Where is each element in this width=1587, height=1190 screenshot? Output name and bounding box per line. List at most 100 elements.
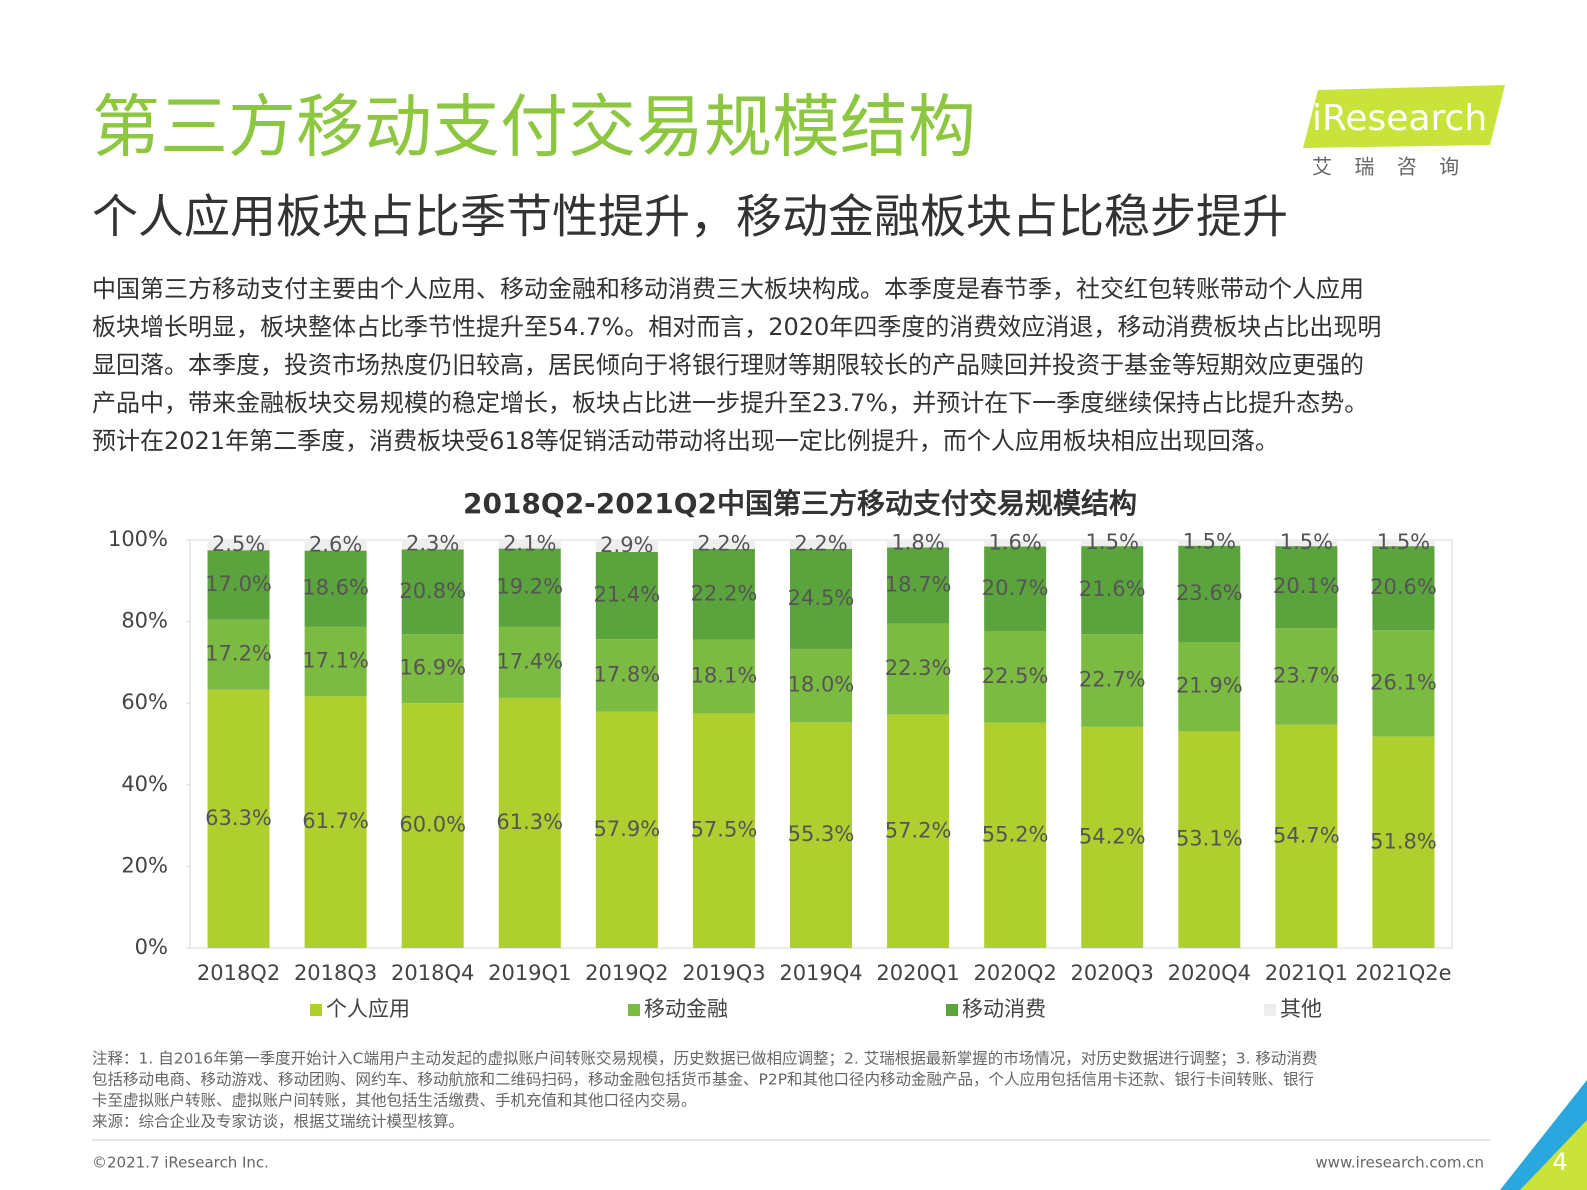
value-label: 18.1% xyxy=(691,663,758,687)
value-label: 2.2% xyxy=(697,531,750,555)
chart-title: 2018Q2-2021Q2中国第三方移动支付交易规模结构 xyxy=(463,487,1137,520)
value-label: 1.5% xyxy=(1377,530,1430,554)
bar-segment xyxy=(984,630,1047,723)
bar-segment xyxy=(401,634,464,704)
bar-segment xyxy=(1178,642,1241,732)
bar-segment xyxy=(401,540,464,550)
bar-segment xyxy=(984,546,1047,631)
x-tick-label: 2021Q2e xyxy=(1355,961,1451,985)
bar-segment xyxy=(1275,724,1338,948)
bar-segment xyxy=(207,540,270,551)
value-label: 21.4% xyxy=(593,582,660,606)
note-line: 包括移动电商、移动游戏、移动团购、网约车、移动航旅和二维码扫码，移动金融包括货币… xyxy=(92,1070,1314,1089)
value-label: 22.2% xyxy=(691,581,758,605)
value-label: 22.7% xyxy=(1079,668,1146,692)
bar-segment xyxy=(207,550,270,620)
bar-segment xyxy=(498,697,561,948)
bar-segment xyxy=(692,639,755,714)
value-label: 22.3% xyxy=(885,656,952,680)
value-label: 20.6% xyxy=(1370,575,1437,599)
bar-segment xyxy=(304,626,367,697)
value-label: 21.9% xyxy=(1176,674,1243,698)
bar-segment xyxy=(887,623,950,715)
x-tick-label: 2019Q1 xyxy=(488,961,571,985)
value-label: 57.9% xyxy=(593,817,660,841)
bar-segment xyxy=(1372,736,1435,948)
value-label: 17.1% xyxy=(302,648,369,672)
bar-segment xyxy=(790,548,852,649)
value-label: 26.1% xyxy=(1370,670,1437,694)
value-label: 18.6% xyxy=(302,576,369,600)
value-label: 55.2% xyxy=(982,822,1049,846)
legend-label: 移动金融 xyxy=(644,997,728,1021)
value-label: 63.3% xyxy=(205,806,272,830)
value-label: 20.1% xyxy=(1273,574,1340,598)
value-label: 23.7% xyxy=(1273,663,1340,687)
bar-segment xyxy=(887,540,950,548)
bar-segment xyxy=(1372,540,1435,547)
value-label: 16.9% xyxy=(399,656,466,680)
x-tick-label: 2021Q1 xyxy=(1265,961,1348,985)
x-tick-label: 2020Q1 xyxy=(876,961,959,985)
note-line: 注释：1. 自2016年第一季度开始计入C端用户主动发起的虚拟账户间转账交易规模… xyxy=(92,1049,1317,1068)
value-label: 20.8% xyxy=(399,579,466,603)
value-label: 54.7% xyxy=(1273,823,1340,847)
value-label: 2.3% xyxy=(406,532,459,556)
corner-green xyxy=(1520,1120,1587,1190)
copyright: ©2021.7 iResearch Inc. xyxy=(92,1154,269,1172)
bar-segment xyxy=(401,549,464,635)
value-label: 17.8% xyxy=(593,662,660,686)
bar-segment xyxy=(1178,545,1241,642)
value-label: 18.7% xyxy=(885,572,952,596)
legend-swatch xyxy=(628,1004,640,1016)
bar-segment xyxy=(498,548,561,627)
value-label: 17.0% xyxy=(205,572,272,596)
page-title: 第三方移动支付交易规模结构 xyxy=(92,89,976,168)
value-label: 1.8% xyxy=(891,531,944,555)
value-label: 24.5% xyxy=(788,586,855,610)
value-label: 17.2% xyxy=(205,642,272,666)
value-label: 1.5% xyxy=(1280,530,1333,554)
bar-segment xyxy=(207,619,270,690)
value-label: 22.5% xyxy=(982,664,1049,688)
value-label: 55.3% xyxy=(788,822,855,846)
bar-segment xyxy=(595,540,658,552)
value-label: 57.2% xyxy=(885,818,952,842)
value-label: 53.1% xyxy=(1176,827,1243,851)
legend-label: 其他 xyxy=(1280,997,1322,1021)
legend-label: 移动消费 xyxy=(962,997,1046,1021)
bar-segment xyxy=(498,540,561,549)
value-label: 1.6% xyxy=(988,530,1041,554)
note-line: 来源：综合企业及专家访谈，根据艾瑞统计模型核算。 xyxy=(92,1112,464,1131)
value-label: 57.5% xyxy=(691,818,758,842)
value-label: 60.0% xyxy=(399,813,466,837)
x-tick-label: 2019Q4 xyxy=(779,961,862,985)
y-tick-label: 20% xyxy=(121,853,168,877)
bar-segment xyxy=(984,540,1047,547)
bar-segment xyxy=(1081,540,1144,547)
legend-swatch xyxy=(946,1004,958,1016)
x-tick-label: 2019Q3 xyxy=(682,961,765,985)
value-label: 2.2% xyxy=(794,531,847,555)
x-tick-label: 2020Q4 xyxy=(1168,961,1251,985)
y-tick-label: 40% xyxy=(121,772,168,796)
bar-segment xyxy=(790,540,852,549)
value-label: 2.9% xyxy=(600,533,653,557)
bar-segment xyxy=(1081,546,1144,635)
bar-segment xyxy=(692,548,755,640)
value-label: 17.4% xyxy=(496,649,563,673)
value-label: 2.1% xyxy=(503,531,556,555)
bar-segment xyxy=(984,722,1047,948)
y-tick-label: 100% xyxy=(108,527,168,551)
value-label: 21.6% xyxy=(1079,577,1146,601)
body-line: 显回落。本季度，投资市场热度仍旧较高，居民倾向于将银行理财等期限较长的产品赎回并… xyxy=(92,351,1364,379)
bar-segment xyxy=(1372,546,1435,631)
value-label: 1.5% xyxy=(1086,530,1139,554)
body-line: 板块增长明显，板块整体占比季节性提升至54.7%。相对而言，2020年四季度的消… xyxy=(92,313,1381,341)
x-tick-label: 2020Q3 xyxy=(1071,961,1154,985)
page-number: 4 xyxy=(1552,1148,1567,1176)
value-label: 18.0% xyxy=(788,673,855,697)
bar-segment xyxy=(692,540,755,549)
